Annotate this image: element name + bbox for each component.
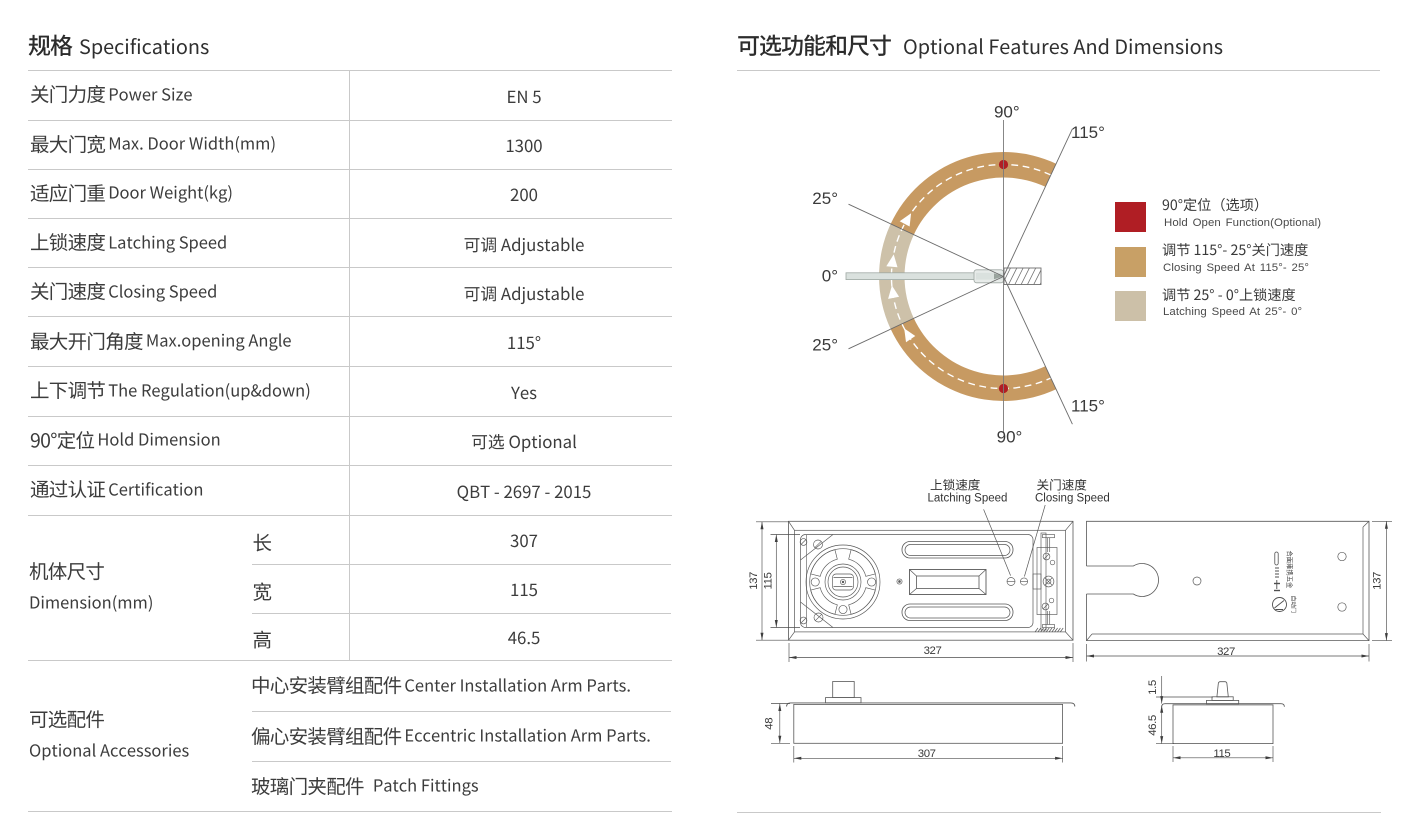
- svg-text:合面雍携五金: 合面雍携五金: [1286, 551, 1295, 589]
- svg-text:115: 115: [762, 572, 774, 589]
- svg-text:115°: 115°: [1071, 397, 1105, 416]
- svg-text:327: 327: [1217, 646, 1235, 658]
- svg-text:48: 48: [764, 718, 776, 730]
- svg-text:307: 307: [918, 748, 936, 760]
- svg-text:25°: 25°: [812, 336, 838, 355]
- svg-text:0°: 0°: [822, 267, 838, 286]
- svg-text:46.5: 46.5: [1147, 715, 1159, 736]
- svg-text:90°: 90°: [997, 428, 1023, 447]
- svg-text:327: 327: [924, 645, 942, 657]
- svg-text:137: 137: [1372, 572, 1384, 590]
- svg-text:115: 115: [1213, 748, 1230, 760]
- svg-text:上锁速度: 上锁速度: [930, 475, 981, 494]
- svg-text:Closing Speed: Closing Speed: [1035, 493, 1110, 505]
- svg-text:115°: 115°: [1071, 123, 1105, 142]
- svg-text:自动门: 自动门: [1290, 596, 1299, 614]
- svg-text:90°: 90°: [994, 103, 1020, 122]
- svg-text:Latching Speed: Latching Speed: [928, 493, 1008, 505]
- svg-text:1.5: 1.5: [1147, 680, 1159, 695]
- svg-text:关门速度: 关门速度: [1037, 475, 1088, 494]
- svg-text:25°: 25°: [812, 189, 838, 208]
- svg-text:137: 137: [748, 572, 760, 590]
